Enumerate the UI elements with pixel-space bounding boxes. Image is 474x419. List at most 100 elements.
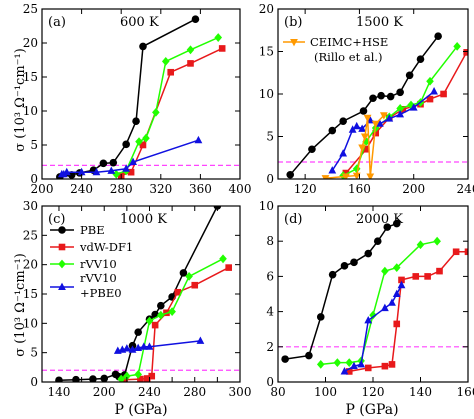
data-point	[145, 316, 154, 326]
data-point	[364, 249, 373, 258]
data-point	[372, 129, 380, 137]
x-axis-label-right: P (GPa)	[345, 402, 398, 418]
temperature-label: 1000 K	[120, 212, 167, 227]
data-point	[191, 281, 199, 289]
data-point	[360, 133, 369, 141]
data-point	[416, 240, 425, 250]
data-point	[380, 303, 389, 312]
x-tick-label: 200	[402, 182, 425, 196]
data-point	[358, 124, 367, 132]
data-point	[397, 280, 406, 289]
data-point	[134, 369, 142, 379]
series-vdw-df1	[117, 45, 226, 179]
panel-b: 120 160 200 240 0 5 10 15 20 (b) 1500 K CEIMC+HSE(R…	[259, 2, 474, 196]
data-point	[139, 42, 147, 51]
data-point	[381, 362, 389, 370]
series-ceimc-hse	[321, 112, 388, 179]
data-point	[416, 55, 425, 63]
data-point	[381, 266, 389, 276]
data-point	[383, 223, 392, 231]
data-point	[436, 267, 443, 275]
x-tick-label: 160	[457, 385, 474, 399]
x-tick-label: 140	[48, 385, 71, 399]
x-tick-label: 280	[183, 385, 206, 399]
data-point	[89, 375, 97, 382]
data-point	[364, 364, 372, 372]
legend-entry: CEIMC+HSE	[310, 35, 388, 49]
data-point	[305, 351, 313, 360]
data-point	[109, 158, 118, 167]
y-tick-label: 4	[266, 305, 274, 319]
y-tick-label: 15	[23, 287, 38, 301]
data-point	[139, 141, 147, 149]
data-point	[369, 94, 377, 103]
series-line	[342, 45, 458, 177]
data-point	[194, 135, 203, 144]
x-tick-label: 280	[110, 182, 133, 196]
series-line	[331, 90, 435, 171]
data-point	[174, 288, 182, 296]
x-axis-label-left: P (GPa)	[114, 402, 167, 418]
y-tick-label: 20	[23, 258, 38, 272]
data-point	[433, 236, 441, 246]
data-point	[157, 301, 165, 310]
series-vdw-df1	[345, 248, 468, 375]
data-point	[341, 173, 350, 179]
data-point	[286, 170, 295, 179]
data-point	[396, 88, 404, 97]
series-rvv10-pbe0	[57, 135, 203, 178]
x-tick-label: 200	[31, 182, 54, 196]
series-pbe	[281, 219, 401, 363]
data-point	[328, 270, 337, 279]
data-point	[463, 49, 468, 56]
panel-label: (d)	[284, 212, 302, 227]
x-tick-label: 360	[189, 182, 212, 196]
data-point	[424, 273, 431, 280]
x-tick-label: 300	[229, 385, 252, 399]
legend-marker	[58, 282, 66, 290]
data-point	[358, 144, 367, 152]
data-point	[364, 316, 373, 324]
y-tick-label: 8	[266, 234, 274, 248]
data-point	[352, 121, 361, 130]
data-point	[122, 140, 130, 149]
x-tick-label: 320	[149, 182, 172, 196]
data-point	[379, 112, 388, 120]
x-tick-label: 240	[457, 182, 474, 196]
data-point	[134, 343, 143, 351]
data-point	[386, 92, 395, 101]
y-axis-label-bottom: σ (10³ Ω⁻¹cm⁻¹)	[13, 253, 28, 357]
panel-a: 200 240 280 320 360 400 0 5 10 15 20 25 (a) 600 K	[23, 2, 252, 196]
data-point	[396, 110, 405, 118]
data-point	[67, 171, 76, 179]
data-point	[214, 33, 223, 42]
data-point	[388, 361, 396, 368]
legend-marker	[58, 259, 66, 269]
data-point	[348, 125, 357, 133]
data-point	[72, 375, 80, 382]
panel-c: 140 200 240 280 300 0 5 10 15 20 25 30 (c) 1000 K PBE v…	[23, 199, 252, 399]
y-tick-label: 0	[30, 375, 38, 389]
data-point	[151, 321, 159, 329]
data-point	[362, 145, 370, 153]
data-point	[409, 103, 418, 111]
data-point	[357, 360, 366, 368]
x-tick-label: 120	[294, 182, 317, 196]
data-point	[371, 120, 380, 129]
y-tick-label: 5	[30, 138, 38, 152]
data-point	[132, 117, 140, 125]
data-point	[129, 157, 137, 165]
y-axis-label-top: σ (10³ Ω⁻¹cm⁻¹)	[13, 48, 28, 152]
data-point	[453, 42, 461, 51]
data-point	[62, 167, 71, 176]
data-point	[127, 168, 135, 176]
data-point	[359, 107, 368, 115]
data-point	[392, 289, 401, 297]
data-point	[369, 310, 377, 320]
temperature-label: 1500 K	[356, 15, 403, 30]
data-point	[157, 310, 165, 320]
data-point	[392, 263, 401, 272]
data-point	[122, 164, 131, 172]
legend-entry: vdW-DF1	[79, 240, 133, 254]
